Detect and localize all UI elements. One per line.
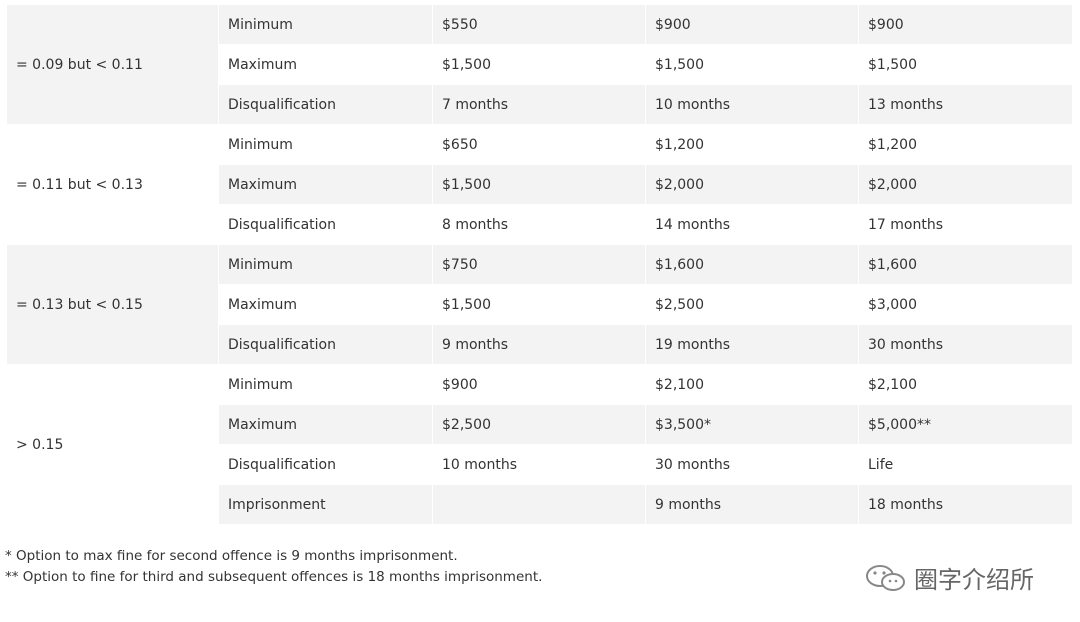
group-cell: > 0.15 bbox=[6, 364, 219, 525]
wechat-icon bbox=[866, 564, 905, 591]
watermark-text: 圈字介绍所 bbox=[914, 566, 1034, 594]
table-row: Maximum $1,500 $1,500 $1,500 bbox=[7, 44, 1073, 85]
cell: $3,000 bbox=[858, 284, 1073, 325]
cell: 13 months bbox=[858, 84, 1073, 125]
cell: $550 bbox=[432, 4, 646, 45]
row-label: Maximum bbox=[218, 44, 433, 85]
cell bbox=[432, 484, 646, 525]
cell: $5,000** bbox=[858, 404, 1073, 445]
cell: 17 months bbox=[858, 204, 1073, 245]
cell: $2,500 bbox=[645, 284, 859, 325]
cell: 19 months bbox=[645, 324, 859, 365]
cell: $650 bbox=[432, 124, 646, 165]
row-label: Disqualification bbox=[218, 84, 433, 125]
cell: $1,500 bbox=[432, 44, 646, 85]
row-label: Minimum bbox=[218, 4, 433, 45]
cell: $2,000 bbox=[858, 164, 1073, 205]
cell: Life bbox=[858, 444, 1073, 485]
cell: 9 months bbox=[645, 484, 859, 525]
table-row: Disqualification 10 months 30 months Life bbox=[7, 444, 1073, 485]
row-label: Maximum bbox=[218, 404, 433, 445]
group-cell: = 0.09 but < 0.11 bbox=[6, 4, 219, 125]
cell: 30 months bbox=[645, 444, 859, 485]
cell: $1,600 bbox=[645, 244, 859, 285]
cell: 10 months bbox=[432, 444, 646, 485]
row-label: Disqualification bbox=[218, 444, 433, 485]
penalty-table: = 0.09 but < 0.11 Minimum $550 $900 $900 Maxi… bbox=[6, 4, 1073, 525]
cell: $1,600 bbox=[858, 244, 1073, 285]
row-label: Maximum bbox=[218, 284, 433, 325]
note: ** Option to fine for third and subseque… bbox=[5, 569, 543, 585]
cell: $2,100 bbox=[645, 364, 859, 405]
row-label: Disqualification bbox=[218, 324, 433, 365]
cell: $750 bbox=[432, 244, 646, 285]
cell: $1,200 bbox=[858, 124, 1073, 165]
table-row: = 0.11 but < 0.13 Minimum $650 $1,200 $1,200 bbox=[6, 124, 1073, 245]
table-row: = 0.13 but < 0.15 Minimum $750 $1,600 $1,600 bbox=[6, 244, 1073, 365]
cell: 10 months bbox=[645, 84, 859, 125]
table-row: Maximum $1,500 $2,500 $3,000 bbox=[7, 284, 1073, 325]
cell: 8 months bbox=[432, 204, 646, 245]
row-label: Minimum bbox=[218, 244, 433, 285]
row-label: Maximum bbox=[218, 164, 433, 205]
note: * Option to max fine for second offence … bbox=[5, 548, 458, 564]
notes: * Option to max fine for second offence … bbox=[5, 546, 542, 588]
watermark: 圈字介绍所 bbox=[864, 560, 1034, 595]
table-row: = 0.09 but < 0.11 Minimum $550 $900 $900 bbox=[6, 4, 1073, 125]
cell: $1,500 bbox=[432, 164, 646, 205]
cell: 18 months bbox=[858, 484, 1073, 525]
cell: $1,200 bbox=[645, 124, 859, 165]
cell: $1,500 bbox=[645, 44, 859, 85]
cell: $900 bbox=[432, 364, 646, 405]
cell: 7 months bbox=[432, 84, 646, 125]
cell: $3,500* bbox=[645, 404, 859, 445]
row-label: Minimum bbox=[218, 124, 433, 165]
cell: $2,000 bbox=[645, 164, 859, 205]
cell: $1,500 bbox=[858, 44, 1073, 85]
group-cell: = 0.13 but < 0.15 bbox=[6, 244, 219, 365]
cell: 9 months bbox=[432, 324, 646, 365]
row-label: Minimum bbox=[218, 364, 433, 405]
table-row: Disqualification 8 months 14 months 17 mont… bbox=[7, 204, 1073, 245]
cell: $900 bbox=[645, 4, 859, 45]
group-cell: = 0.11 but < 0.13 bbox=[6, 124, 219, 245]
cell: 30 months bbox=[858, 324, 1073, 365]
table-row: > 0.15 Minimum $900 $2,100 $2,100 bbox=[6, 364, 1073, 525]
row-label: Imprisonment bbox=[218, 484, 433, 525]
cell: $900 bbox=[858, 4, 1073, 45]
cell: 14 months bbox=[645, 204, 859, 245]
row-label: Disqualification bbox=[218, 204, 433, 245]
cell: $2,500 bbox=[432, 404, 646, 445]
cell: $1,500 bbox=[432, 284, 646, 325]
cell: $2,100 bbox=[858, 364, 1073, 405]
